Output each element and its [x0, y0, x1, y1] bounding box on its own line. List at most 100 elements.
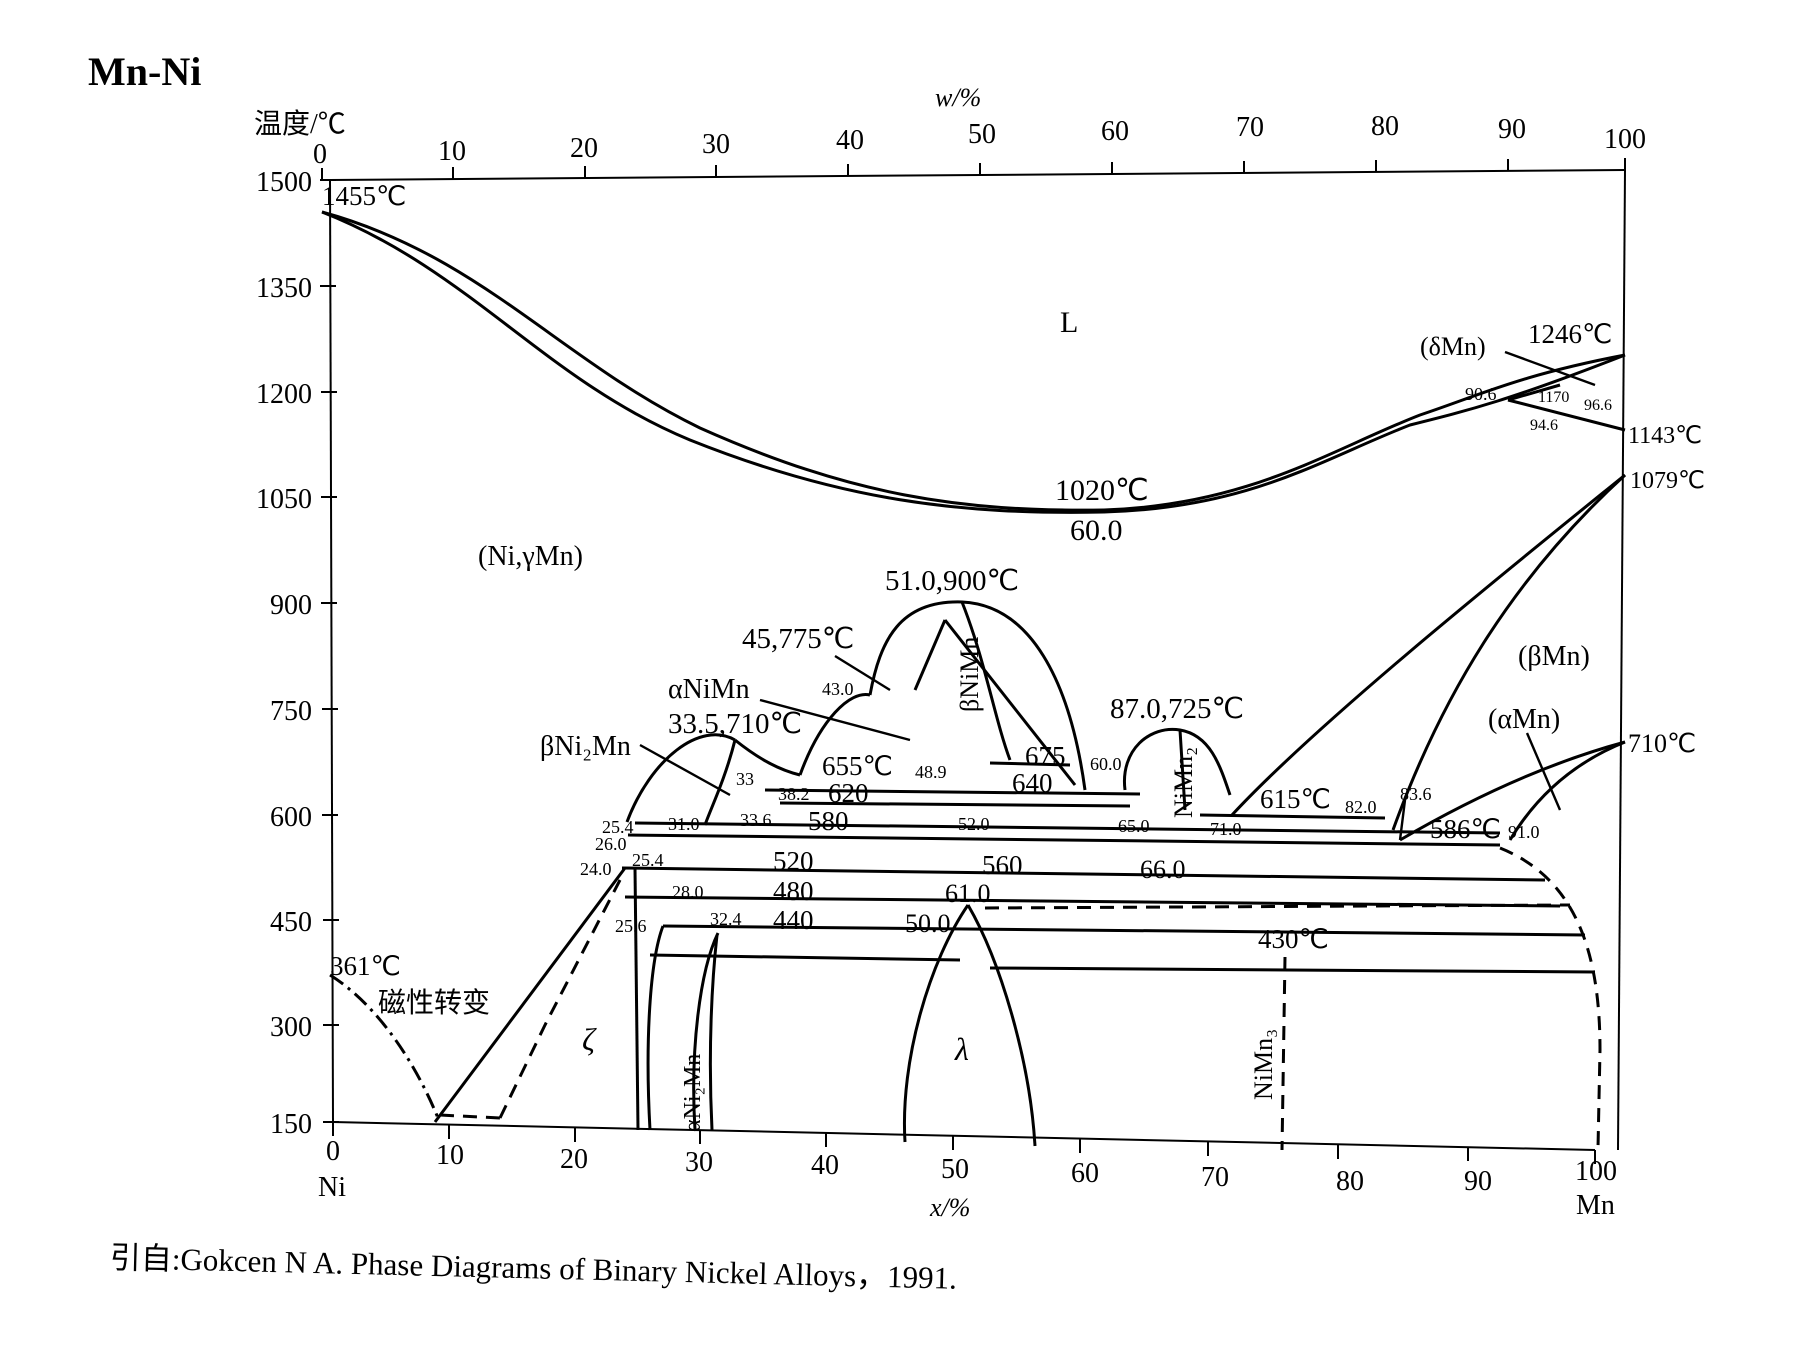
phase-beta-nimn-label: βNiMn [955, 637, 984, 712]
annotation: 25.4 [602, 817, 634, 837]
right-element-label: Mn [1576, 1190, 1615, 1221]
liquidus-solidus-curves [321, 210, 1626, 514]
y-tick-label: 450 [270, 907, 312, 938]
intermetallic-domes [625, 600, 1232, 826]
annotation: 25.4 [632, 850, 664, 870]
annotation: 43.0 [822, 679, 854, 699]
annotation: 32.4 [710, 909, 742, 929]
phase-delta-mn-label: (δMn) [1420, 332, 1486, 361]
annotation: 71.0 [1210, 819, 1242, 839]
phase-labels: L (Ni,γMn) (δMn) (βMn) (αMn) βNiMn αNiMn… [378, 306, 1590, 1132]
annotation: 640 [1012, 768, 1053, 798]
bottom-tick-label: 40 [811, 1150, 839, 1181]
top-axis-ticks [321, 158, 1626, 180]
top-axis-label: w/% [935, 83, 981, 112]
bottom-axis-label: x/% [929, 1193, 970, 1222]
bottom-tick-label: 0 [326, 1136, 340, 1167]
annotation: 430℃ [1258, 924, 1329, 954]
phase-beta-mn-label: (βMn) [1518, 641, 1590, 672]
annotation: 655℃ [822, 751, 893, 781]
top-tick-label: 20 [570, 133, 598, 164]
phase-alpha-nimn-label: αNiMn [668, 674, 750, 705]
y-tick-label: 1200 [256, 379, 312, 410]
annotation: 28.0 [672, 882, 704, 902]
annotation: 83.6 [1400, 784, 1432, 804]
annotation: 48.9 [915, 762, 947, 782]
annotation: 60.0 [1090, 754, 1122, 774]
annotation: 61.0 [945, 879, 991, 908]
top-tick-label: 60 [1101, 116, 1129, 147]
bottom-tick-label: 30 [685, 1147, 713, 1178]
annotation: 1143℃ [1628, 423, 1702, 449]
bottom-tick-label: 80 [1336, 1166, 1364, 1197]
bottom-tick-label: 100 [1575, 1156, 1617, 1187]
bottom-tick-label: 20 [560, 1144, 588, 1175]
annotation: 361℃ [330, 951, 401, 981]
top-tick-label: 100 [1604, 124, 1646, 155]
top-tick-label: 70 [1236, 112, 1264, 143]
y-tick-label: 1500 [256, 167, 312, 198]
phase-ni-gamma-mn-label: (Ni,γMn) [478, 541, 583, 572]
annotation: 586℃ [1430, 814, 1501, 844]
annotation: 65.0 [1118, 816, 1150, 836]
annotation: 51.0,900℃ [885, 565, 1019, 597]
bottom-tick-label: 10 [436, 1140, 464, 1171]
annotation: 580 [808, 806, 849, 836]
annotation: 1020℃ [1055, 474, 1149, 507]
y-tick-label: 750 [270, 696, 312, 727]
annotation: 94.6 [1530, 417, 1558, 434]
annotation: 66.0 [1140, 855, 1186, 884]
annotation: 1079℃ [1630, 468, 1705, 494]
bottom-axis-tick-labels: 0 10 20 30 40 50 60 70 80 90 100 [326, 1136, 1617, 1197]
annotation: 33.6 [740, 810, 772, 830]
annotation: 440 [773, 905, 814, 935]
phase-nimn2-label: NiMn₂ [1169, 747, 1198, 818]
phase-alpha-ni2mn-label: αNi₂Mn [680, 1054, 706, 1132]
plot-frame [329, 169, 1626, 1151]
y-axis-tick-labels: 1500 1350 1200 1050 900 750 600 450 300 … [256, 167, 312, 1140]
phase-nimn3-label: NiMn₃ [1249, 1029, 1278, 1100]
phase-lambda-label: λ [954, 1031, 969, 1067]
y-axis-ticks [320, 179, 339, 1123]
low-temperature-phases [329, 846, 1602, 1151]
annotation: 620 [828, 778, 869, 808]
top-tick-label: 50 [968, 119, 996, 150]
bottom-axis-ticks [332, 1122, 1596, 1164]
annotation: 33 [736, 769, 754, 789]
annotation: 52.0 [958, 814, 990, 834]
annotation: 33.5,710℃ [668, 708, 802, 740]
y-axis-label: 温度/℃ [254, 108, 346, 140]
annotation: 615℃ [1260, 784, 1331, 814]
top-tick-label: 80 [1371, 111, 1399, 142]
top-tick-label: 30 [702, 129, 730, 160]
top-tick-label: 40 [836, 125, 864, 156]
top-axis-tick-labels: 0 10 20 30 40 50 60 70 80 90 100 [313, 111, 1646, 170]
annotation: 90.6 [1465, 384, 1497, 404]
bottom-tick-label: 90 [1464, 1166, 1492, 1197]
annotation: 1170 [1538, 389, 1569, 406]
annotation: 1455℃ [322, 181, 406, 211]
y-tick-label: 300 [270, 1012, 312, 1043]
annotation: 50.0 [905, 909, 951, 938]
phase-alpha-mn-label: (αMn) [1488, 704, 1560, 735]
bottom-tick-label: 50 [941, 1154, 969, 1185]
phase-beta-ni2mn-label: βNi₂Mn [540, 731, 631, 762]
annotation: 520 [773, 846, 814, 876]
y-tick-label: 150 [270, 1109, 312, 1140]
annotation: 560 [982, 850, 1023, 880]
top-tick-label: 10 [438, 136, 466, 167]
annotation: 91.0 [1508, 822, 1540, 842]
bottom-tick-label: 70 [1201, 1162, 1229, 1193]
annotation: 96.6 [1584, 397, 1612, 414]
y-tick-label: 1350 [256, 273, 312, 304]
bottom-tick-label: 60 [1071, 1158, 1099, 1189]
annotation: 82.0 [1345, 797, 1377, 817]
diagram-title: Mn-Ni [88, 49, 202, 94]
annotation: 26.0 [595, 834, 627, 854]
annotation: 31.0 [668, 814, 700, 834]
annotation: 675 [1025, 741, 1066, 771]
annotation: 45,775℃ [742, 623, 854, 655]
isotherms [621, 619, 1596, 974]
annotation: 24.0 [580, 859, 612, 879]
